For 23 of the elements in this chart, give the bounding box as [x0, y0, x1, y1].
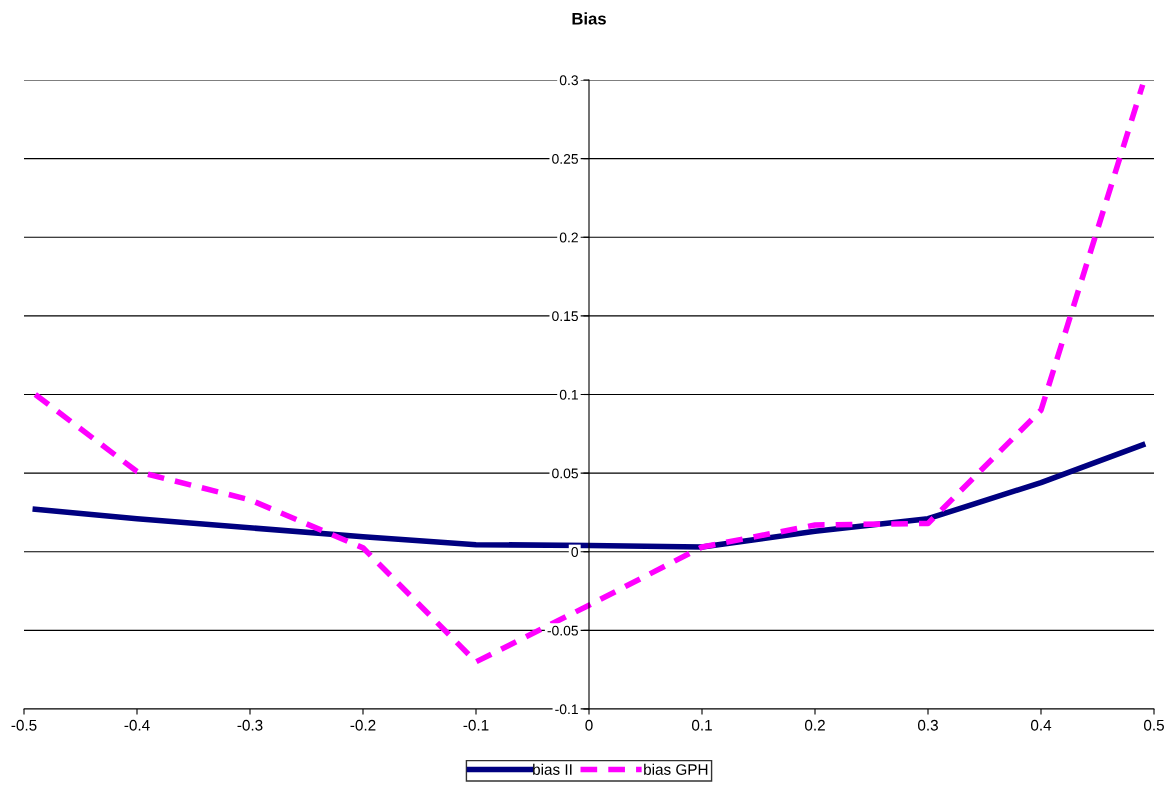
- chart-title: Bias: [572, 12, 606, 25]
- x-tick-label: -0.3: [237, 719, 263, 731]
- x-tick-label: -0.5: [11, 719, 37, 731]
- y-tick-label: 0: [571, 547, 579, 557]
- y-tick-label: 0.15: [552, 311, 578, 322]
- x-tick-label: -0.2: [350, 719, 376, 731]
- x-tick-label: -0.1: [463, 719, 489, 731]
- y-tick-label: -0.1: [555, 704, 578, 715]
- y-tick-label: 0.05: [552, 468, 578, 479]
- x-tick-label: 0.5: [1143, 719, 1164, 731]
- x-tick-label: -0.4: [124, 719, 150, 731]
- y-tick-label: 0.3: [559, 75, 578, 86]
- y-tick-label: 0.2: [559, 232, 578, 243]
- legend-label: bias II: [533, 763, 572, 775]
- x-tick-label: 0.4: [1030, 719, 1052, 731]
- legend-label: bias GPH: [644, 763, 708, 775]
- x-tick-label: 0.1: [691, 719, 712, 731]
- y-tick-label: -0.05: [547, 625, 578, 636]
- x-tick-label: 0: [585, 719, 593, 731]
- y-tick-label: 0.25: [552, 153, 578, 164]
- x-tick-label: 0.2: [804, 719, 825, 731]
- x-tick-label: 0.3: [917, 719, 938, 731]
- y-tick-label: 0.1: [559, 389, 578, 400]
